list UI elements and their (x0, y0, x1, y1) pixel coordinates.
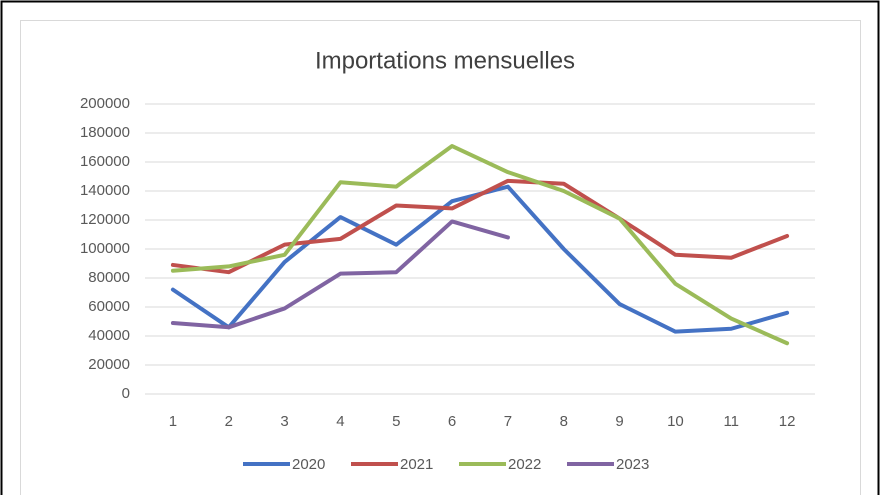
y-tick-label: 100000 (80, 240, 130, 257)
x-tick-label: 10 (667, 413, 684, 430)
y-tick-label: 200000 (80, 95, 130, 112)
legend-label: 2021 (400, 456, 433, 473)
x-tick-label: 12 (779, 413, 796, 430)
y-tick-label: 180000 (80, 124, 130, 141)
y-tick-label: 40000 (88, 327, 130, 344)
y-tick-label: 60000 (88, 298, 130, 315)
legend-label: 2020 (292, 456, 325, 473)
y-tick-label: 20000 (88, 356, 130, 373)
x-tick-label: 7 (504, 413, 512, 430)
y-tick-label: 140000 (80, 182, 130, 199)
x-tick-label: 9 (615, 413, 623, 430)
x-tick-label: 6 (448, 413, 456, 430)
x-tick-label: 4 (336, 413, 344, 430)
legend-label: 2022 (508, 456, 541, 473)
x-tick-label: 3 (280, 413, 288, 430)
y-tick-label: 80000 (88, 269, 130, 286)
series-line (170, 144, 790, 346)
chart-title: Importations mensuelles (315, 47, 575, 74)
x-tick-label: 5 (392, 413, 400, 430)
x-tick-label: 11 (723, 413, 739, 430)
series-line (170, 219, 510, 330)
x-tick-label: 8 (560, 413, 568, 430)
legend-label: 2023 (616, 456, 649, 473)
y-tick-label: 0 (122, 385, 130, 402)
x-tick-label: 1 (169, 413, 177, 430)
y-tick-label: 160000 (80, 153, 130, 170)
x-tick-label: 2 (225, 413, 233, 430)
series-line (170, 178, 790, 275)
y-tick-label: 120000 (80, 211, 130, 228)
